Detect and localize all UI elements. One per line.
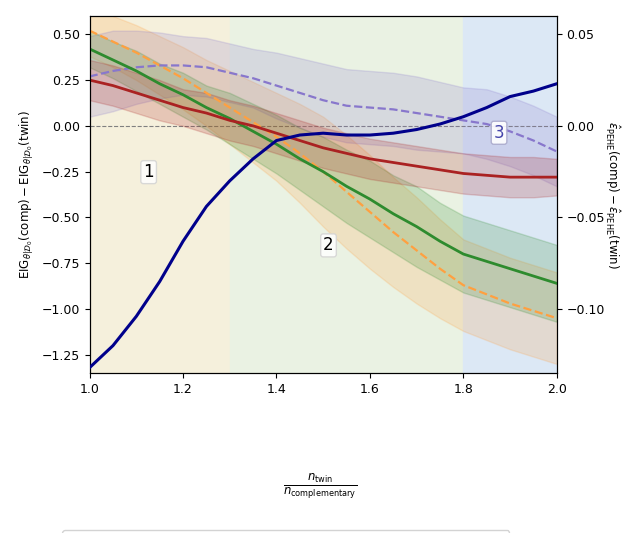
Legend: EIG$_\theta$ mcmc, EIG$_\theta$ closed form, $\hat{\varepsilon}_{\mathrm{PEHE}}$: EIG$_\theta$ mcmc, EIG$_\theta$ closed f… — [62, 530, 509, 533]
Text: 2: 2 — [323, 237, 334, 254]
Bar — [463, 16, 557, 373]
Bar — [90, 16, 230, 373]
Y-axis label: $\hat{\varepsilon}_{\mathrm{PEHE}}(\mathrm{comp}) - \hat{\varepsilon}_{\mathrm{P: $\hat{\varepsilon}_{\mathrm{PEHE}}(\math… — [603, 120, 621, 269]
Text: 1: 1 — [143, 163, 154, 181]
Text: $\frac{n_{\mathrm{twin}}}{n_{\mathrm{complementary}}}$: $\frac{n_{\mathrm{twin}}}{n_{\mathrm{com… — [283, 472, 357, 501]
Bar — [230, 16, 463, 373]
Y-axis label: $\mathrm{EIG}_{\theta|\mathcal{D}_0}(\mathrm{comp}) - \mathrm{EIG}_{\theta|\math: $\mathrm{EIG}_{\theta|\mathcal{D}_0}(\ma… — [18, 110, 36, 279]
Text: 3: 3 — [493, 124, 504, 142]
